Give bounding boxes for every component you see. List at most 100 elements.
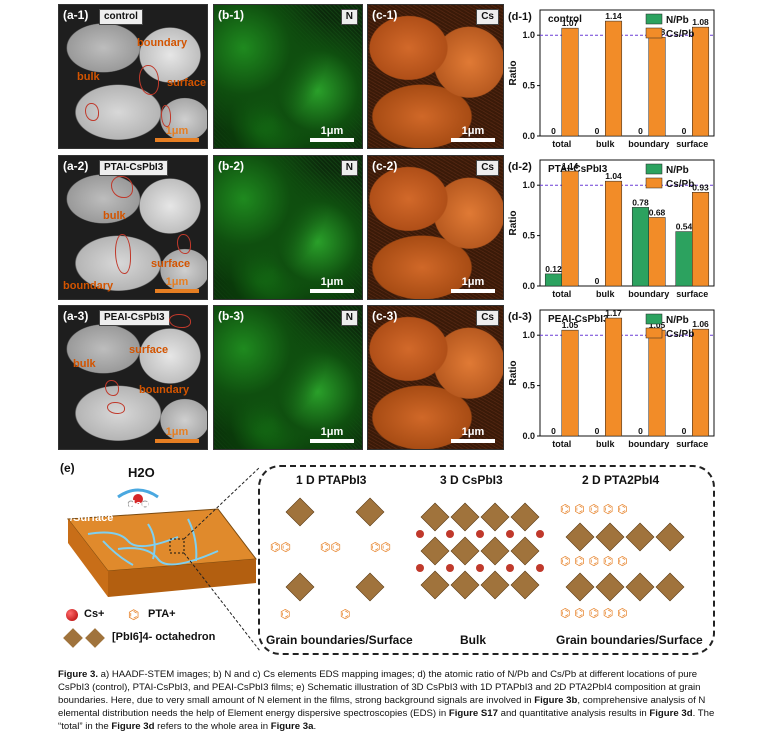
legend-label: N/Pb bbox=[666, 315, 689, 326]
svg-text:⌬: ⌬ bbox=[280, 607, 290, 621]
ratio-chart-control: (d-1) control 0.0 0.5 1.0 Ratio 0 1.07 total 0 1.1… bbox=[506, 2, 718, 152]
structure-title-3d: 3 D CsPbI3 bbox=[440, 473, 503, 487]
data-label: 0 bbox=[682, 426, 687, 436]
film-label: Grain boundaries/Surface bbox=[70, 499, 162, 524]
element-tag-cs: Cs bbox=[476, 310, 499, 326]
y-tick-label: 0.0 bbox=[522, 281, 535, 291]
cs-map-peai: (c-3) Cs 1μm bbox=[367, 305, 504, 450]
stem-image-control: (a-1) control bulk boundary surface 1μm bbox=[58, 4, 208, 149]
data-label: 0.68 bbox=[649, 207, 666, 217]
legend-swatch bbox=[645, 313, 663, 325]
data-label: 1.04 bbox=[605, 171, 622, 181]
y-axis-label: Ratio bbox=[508, 61, 519, 86]
ratio-chart-peai: (d-3) PEAI-CsPbI3 0.0 0.5 1.0 Ratio 0 1.05 total… bbox=[506, 302, 718, 452]
y-tick-label: 1.0 bbox=[522, 180, 535, 190]
octahedron-icon bbox=[63, 628, 83, 648]
data-label: 1.14 bbox=[562, 161, 579, 171]
panel-label: (c-3) bbox=[372, 309, 398, 323]
element-tag-cs: Cs bbox=[476, 9, 499, 25]
n-map-ptai: (b-2) N 1μm bbox=[213, 155, 363, 300]
boundary-annotation: boundary bbox=[137, 37, 188, 49]
structures-box: 1 D PTAPbI3 3 D CsPbI3 2 D PTA2PbI4 ⌬⌬ ⌬⌬… bbox=[258, 465, 715, 655]
data-label: 0.93 bbox=[692, 182, 709, 192]
legend-swatch bbox=[645, 177, 663, 189]
structure-caption-2d: Grain boundaries/Surface bbox=[556, 633, 703, 647]
structure-title-1d: 1 D PTAPbI3 bbox=[296, 473, 367, 487]
data-label: 0 bbox=[638, 426, 643, 436]
bar-cs-pb bbox=[648, 36, 666, 137]
data-label: 1.06 bbox=[692, 319, 709, 329]
chart-svg: (d-1) control 0.0 0.5 1.0 Ratio 0 1.07 total 0 1.1… bbox=[508, 9, 715, 149]
cs-ion-icon bbox=[66, 609, 78, 621]
x-tick-label: boundary bbox=[628, 289, 669, 299]
legend-swatch bbox=[645, 13, 663, 25]
boundary-annotation: boundary bbox=[139, 384, 190, 396]
y-tick-label: 1.0 bbox=[522, 30, 535, 40]
n-map-control: (b-1) N 1μm bbox=[213, 4, 363, 149]
x-tick-label: bulk bbox=[596, 439, 615, 449]
data-label: 1.17 bbox=[605, 308, 622, 318]
bar-cs-pb bbox=[605, 20, 623, 137]
data-label: 1.07 bbox=[562, 18, 579, 28]
legend-swatch bbox=[645, 327, 663, 339]
panel-label: (b-3) bbox=[218, 309, 244, 323]
scale-bar: 1μm bbox=[451, 276, 495, 293]
bulk-outline bbox=[111, 176, 133, 198]
bar-cs-pb bbox=[692, 192, 710, 287]
bar-cs-pb bbox=[692, 328, 710, 437]
y-axis-label: Ratio bbox=[508, 361, 519, 386]
legend-label: Cs/Pb bbox=[666, 29, 694, 40]
figure-ref: Figure 3d bbox=[649, 708, 693, 719]
surface-outline bbox=[161, 105, 171, 127]
x-tick-label: total bbox=[552, 139, 571, 149]
scale-bar: 1μm bbox=[310, 276, 354, 293]
surface-outline bbox=[177, 234, 191, 254]
panel-label: (a-1) bbox=[63, 8, 89, 22]
water-molecule-icon bbox=[133, 494, 143, 504]
bar-cs-pb bbox=[648, 217, 666, 287]
data-label: 1.05 bbox=[562, 320, 579, 330]
boundary-outline bbox=[139, 65, 159, 95]
structure-title-2d: 2 D PTA2PbI4 bbox=[582, 473, 660, 487]
svg-text:⌬⌬: ⌬⌬ bbox=[320, 540, 341, 554]
data-label: 0.54 bbox=[676, 222, 693, 232]
schematic-legend: Cs+ ⌬ PTA+ [PbI6]4- octahedron bbox=[62, 607, 257, 657]
scale-bar: 1μm bbox=[310, 426, 354, 443]
panel-label: (b-2) bbox=[218, 159, 244, 173]
figure-ref: Figure 3b bbox=[534, 695, 578, 706]
panel-label: (d-2) bbox=[508, 161, 532, 173]
y-axis-label: Ratio bbox=[508, 211, 519, 236]
pta-legend-label: PTA+ bbox=[148, 608, 176, 620]
panel-label: (a-2) bbox=[63, 159, 89, 173]
svg-text:⌬ ⌬ ⌬ ⌬ ⌬: ⌬ ⌬ ⌬ ⌬ ⌬ bbox=[560, 606, 628, 620]
x-tick-label: bulk bbox=[596, 289, 615, 299]
structure-caption-1d: Grain boundaries/Surface bbox=[266, 633, 413, 647]
data-label: 0 bbox=[551, 426, 556, 436]
legend-swatch bbox=[645, 163, 663, 175]
boundary-outline bbox=[115, 234, 131, 274]
svg-text:⌬⌬: ⌬⌬ bbox=[370, 540, 391, 554]
bar-cs-pb bbox=[561, 329, 579, 437]
panel-label: (b-1) bbox=[218, 8, 244, 22]
x-tick-label: total bbox=[552, 289, 571, 299]
figure-caption: Figure 3. a) HAADF-STEM images; b) N and… bbox=[58, 669, 715, 732]
sample-tag: PTAI-CsPbI3 bbox=[99, 160, 169, 176]
panel-label: (e) bbox=[60, 461, 75, 475]
y-tick-label: 0.0 bbox=[522, 131, 535, 141]
zoom-lines bbox=[183, 466, 261, 652]
chart-title: control bbox=[548, 14, 582, 25]
bulk-annotation: bulk bbox=[103, 210, 126, 222]
legend-label: Cs/Pb bbox=[666, 179, 694, 190]
element-tag-n: N bbox=[340, 310, 358, 326]
sample-tag: PEAI-CsPbI3 bbox=[99, 310, 170, 326]
ratio-chart-ptai: (d-2) PTAI-CsPbI3 0.0 0.5 1.0 Ratio 0.12 1.14 to… bbox=[506, 152, 718, 302]
scale-bar: 1μm bbox=[155, 125, 199, 142]
figure-ref: Figure 3a bbox=[270, 721, 314, 732]
data-label: 0 bbox=[638, 126, 643, 136]
bulk-annotation: bulk bbox=[77, 71, 100, 83]
data-label: 0.12 bbox=[545, 264, 562, 274]
element-tag-n: N bbox=[340, 9, 358, 25]
plot-frame bbox=[539, 309, 715, 437]
svg-text:⌬: ⌬ bbox=[340, 607, 350, 621]
sample-tag: control bbox=[99, 9, 143, 25]
